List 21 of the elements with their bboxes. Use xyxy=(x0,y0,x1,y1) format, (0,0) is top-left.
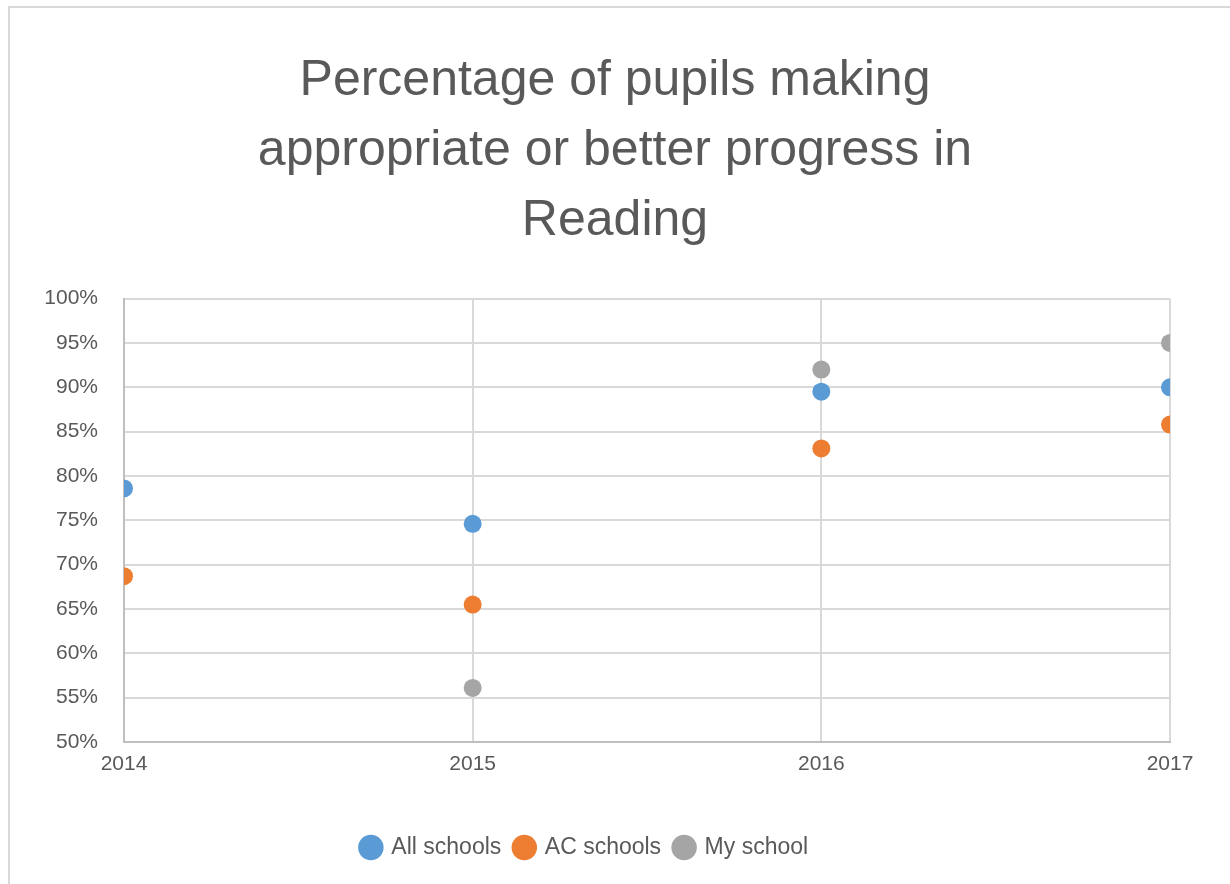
legend-label: All schools xyxy=(391,832,502,859)
y-tick-label: 100% xyxy=(44,285,98,309)
y-tick-label: 95% xyxy=(55,329,98,353)
x-tick-label: 2017 xyxy=(1146,751,1194,775)
y-tick-label: 90% xyxy=(55,374,98,398)
y-tick-label: 60% xyxy=(55,640,98,664)
x-tick-label: 2016 xyxy=(797,751,845,775)
y-tick-label: 55% xyxy=(55,684,98,708)
x-tick-label: 2015 xyxy=(449,751,497,775)
y-tick-label: 75% xyxy=(55,507,98,531)
legend-label: My school xyxy=(704,832,809,859)
x-tick-label: 2014 xyxy=(100,751,148,775)
y-tick-label: 50% xyxy=(55,728,98,752)
point xyxy=(812,360,831,379)
legend-label: AC schools xyxy=(544,832,662,859)
chart-title: Percentage of pupils making appropriate or better progress in Reading xyxy=(256,49,974,248)
y-tick-label: 80% xyxy=(55,462,98,486)
point xyxy=(463,678,482,697)
y-tick-label: 65% xyxy=(55,595,98,619)
y-tick-label: 85% xyxy=(55,418,98,442)
y-tick-label: 70% xyxy=(55,551,98,575)
